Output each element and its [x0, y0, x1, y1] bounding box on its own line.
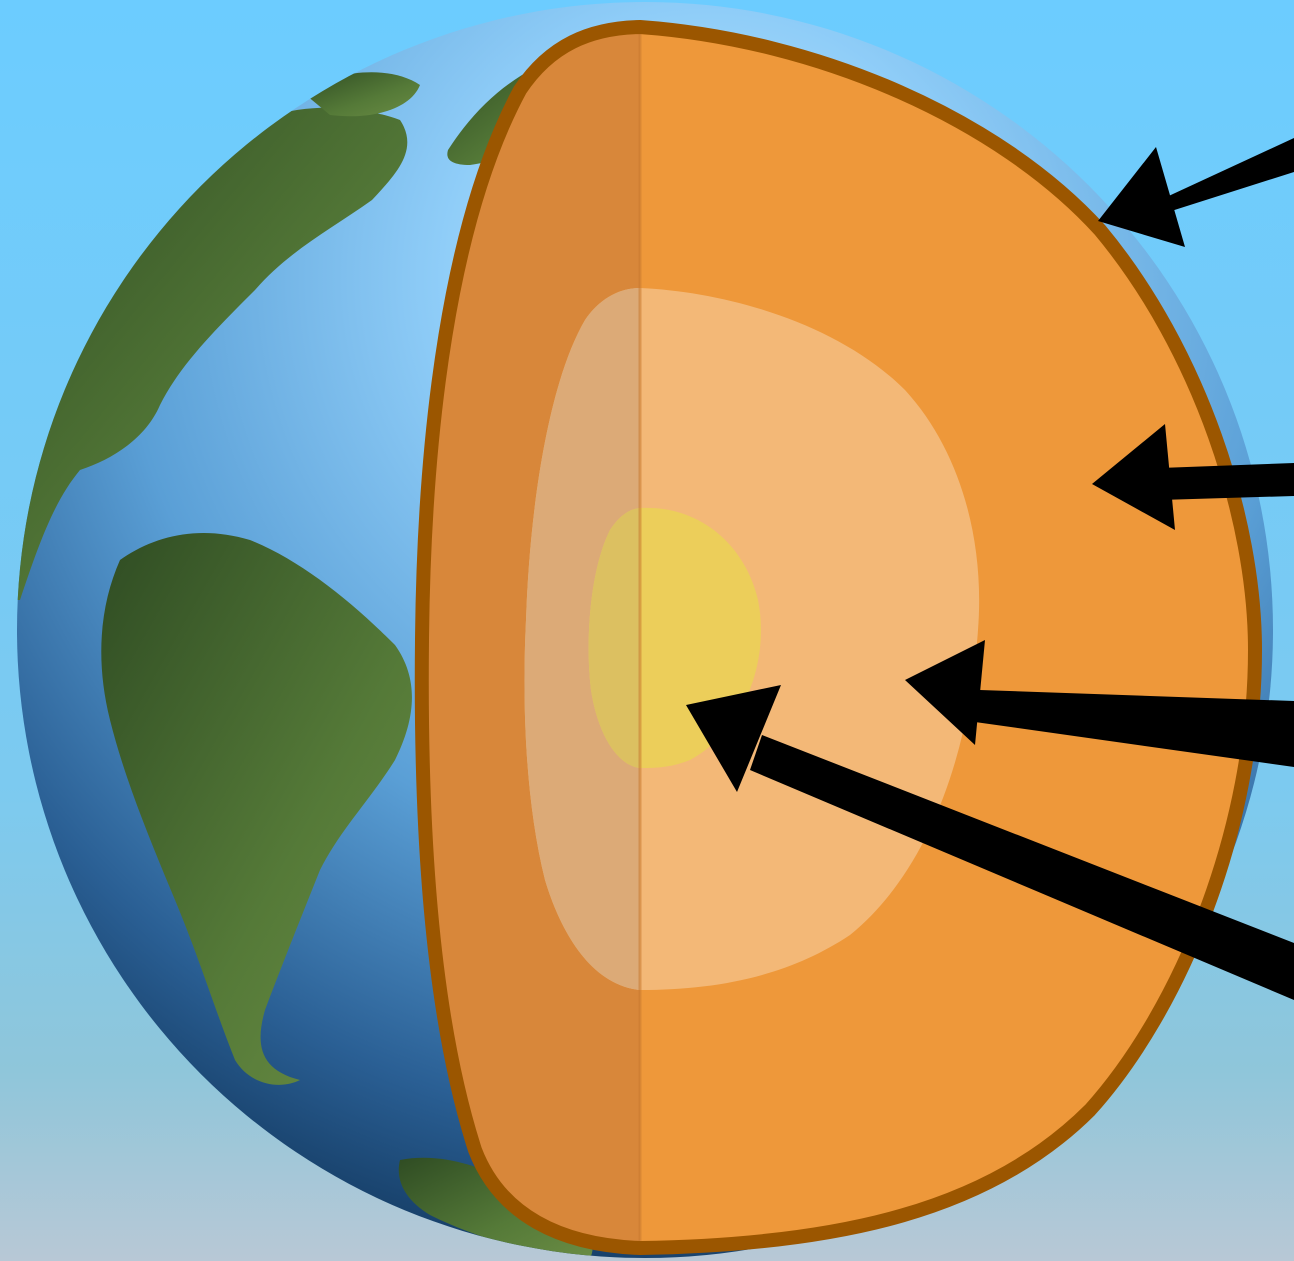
inner-core-shadow	[588, 508, 640, 768]
arrow-inner-core	[686, 685, 1294, 1000]
outer-core-shadow	[524, 288, 640, 990]
arrow-mantle	[1092, 424, 1294, 530]
south-america-landmass	[101, 532, 412, 1085]
crust-outline	[414, 20, 1262, 1255]
arrow-outer-core	[905, 640, 1294, 767]
arrow-crust	[1098, 138, 1294, 247]
arrows	[686, 138, 1294, 1000]
